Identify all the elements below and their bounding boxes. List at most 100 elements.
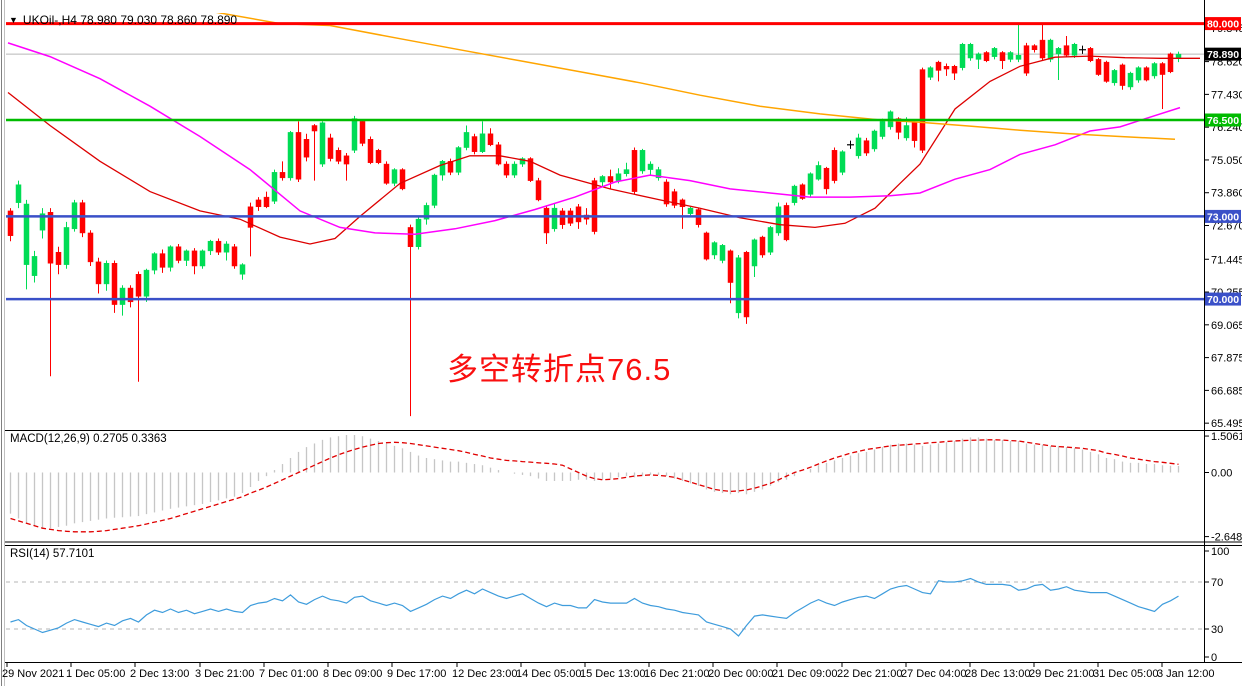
- horizontal-level-lines: [6, 22, 1204, 301]
- candle-body: [295, 132, 302, 180]
- candle-body: [255, 199, 262, 208]
- time-tick-label: 27 Dec 04:00: [901, 668, 966, 680]
- candle-body: [167, 246, 174, 268]
- time-tick-label: 20 Dec 00:00: [708, 668, 773, 680]
- time-tick-label: 14 Dec 05:00: [516, 668, 581, 680]
- candle-body: [719, 245, 726, 261]
- time-tick-label: 3 Jan 12:00: [1157, 668, 1215, 680]
- price-badge-80.000: [1205, 17, 1241, 31]
- time-tick-label: 9 Dec 17:00: [387, 668, 446, 680]
- candle-body: [655, 169, 662, 179]
- candle-body: [159, 253, 166, 268]
- candle-body: [311, 125, 318, 132]
- time-tick-label: 21 Dec 09:00: [772, 668, 837, 680]
- candle-body: [119, 287, 126, 305]
- time-tick-label: 7 Dec 01:00: [259, 668, 318, 680]
- candle-body: [823, 167, 830, 190]
- candle-body: [1111, 70, 1118, 84]
- time-tick-label: 15 Dec 13:00: [580, 668, 645, 680]
- candle-body: [1095, 59, 1102, 75]
- candle-body: [471, 136, 478, 152]
- candle-body: [199, 250, 206, 267]
- candle-body: [831, 150, 838, 181]
- candle-body: [815, 165, 822, 180]
- time-axis-labels: 29 Nov 2021 1 Dec 05:00 2 Dec 13:00 3 Dec 2…: [2, 663, 1215, 680]
- candle-body: [423, 205, 430, 220]
- candle-body: [271, 172, 278, 202]
- candle-body: [999, 52, 1006, 62]
- svg-text:78.890: 78.890: [1207, 49, 1239, 61]
- candle-body: [343, 155, 350, 165]
- price-tick-label: 77.430: [1211, 89, 1242, 101]
- candle-body: [575, 206, 582, 223]
- candle-body: [1039, 39, 1046, 59]
- candle-body: [1167, 53, 1174, 73]
- candle-body: [735, 257, 742, 314]
- candle-body: [807, 173, 814, 195]
- candle-body: [39, 213, 46, 231]
- candle-body: [407, 227, 414, 247]
- candle-body: [975, 53, 982, 60]
- candle-body: [703, 232, 710, 260]
- candle-body: [991, 48, 998, 57]
- price-axis[interactable]: [1205, 0, 1242, 663]
- candle-body: [559, 210, 566, 225]
- candle-body: [447, 161, 454, 173]
- candle-body: [143, 269, 150, 297]
- ma-magenta-line: [7, 42, 1181, 236]
- candle-body: [967, 43, 974, 59]
- candle-body: [871, 130, 878, 150]
- candle-body: [191, 250, 198, 267]
- candle-body: [631, 150, 638, 192]
- candle-body: [383, 163, 390, 184]
- candle-body: [943, 66, 950, 70]
- candle-body: [1055, 48, 1062, 55]
- time-tick-label: 1 Dec 05:00: [66, 668, 125, 680]
- rsi-line: [10, 577, 1179, 637]
- candle-body: [183, 250, 190, 261]
- time-axis[interactable]: [0, 663, 1242, 686]
- candle-body: [511, 163, 518, 176]
- rsi-tick-label: 0: [1211, 652, 1217, 664]
- candle-body: [911, 122, 918, 141]
- candle-body: [359, 121, 366, 144]
- candle-body: [319, 122, 326, 165]
- svg-text:76.500: 76.500: [1207, 115, 1239, 127]
- candle-body: [1119, 64, 1126, 86]
- candle-body: [399, 169, 406, 190]
- symbol-dropdown-icon[interactable]: ▼: [9, 15, 18, 25]
- candle-body: [303, 139, 310, 158]
- candle-body: [7, 210, 14, 236]
- candle-body: [519, 158, 526, 165]
- candle-body: [439, 161, 446, 176]
- candle-body: [223, 243, 230, 253]
- candle-body: [927, 67, 934, 78]
- candle-body: [63, 227, 70, 265]
- candle-body: [1087, 48, 1094, 62]
- candle-body: [863, 140, 870, 154]
- candle-body: [463, 132, 470, 148]
- candle-body: [239, 264, 246, 275]
- candle-body: [367, 139, 374, 163]
- candle-body: [31, 256, 38, 276]
- price-tick-label: 67.875: [1211, 353, 1242, 365]
- candle-body: [503, 163, 510, 176]
- candle-body: [375, 150, 382, 163]
- time-tick-label: 3 Dec 21:00: [195, 668, 254, 680]
- candle-body: [327, 137, 334, 159]
- candle-body: [1015, 55, 1022, 60]
- price-tick-label: 75.050: [1211, 155, 1242, 167]
- candle-body: [1135, 67, 1142, 81]
- candle-body: [207, 240, 214, 252]
- candle-body: [671, 191, 678, 206]
- svg-text:70.000: 70.000: [1207, 294, 1239, 306]
- candle-body: [111, 263, 118, 305]
- candle-body: [615, 173, 622, 181]
- time-tick-label: 22 Dec 21:00: [837, 668, 902, 680]
- candle-body: [959, 43, 966, 68]
- candle-body: [151, 253, 158, 271]
- candle-body: [1151, 63, 1158, 77]
- annotation-text: 多空转折点76.5: [447, 352, 672, 387]
- candle-body: [215, 240, 222, 253]
